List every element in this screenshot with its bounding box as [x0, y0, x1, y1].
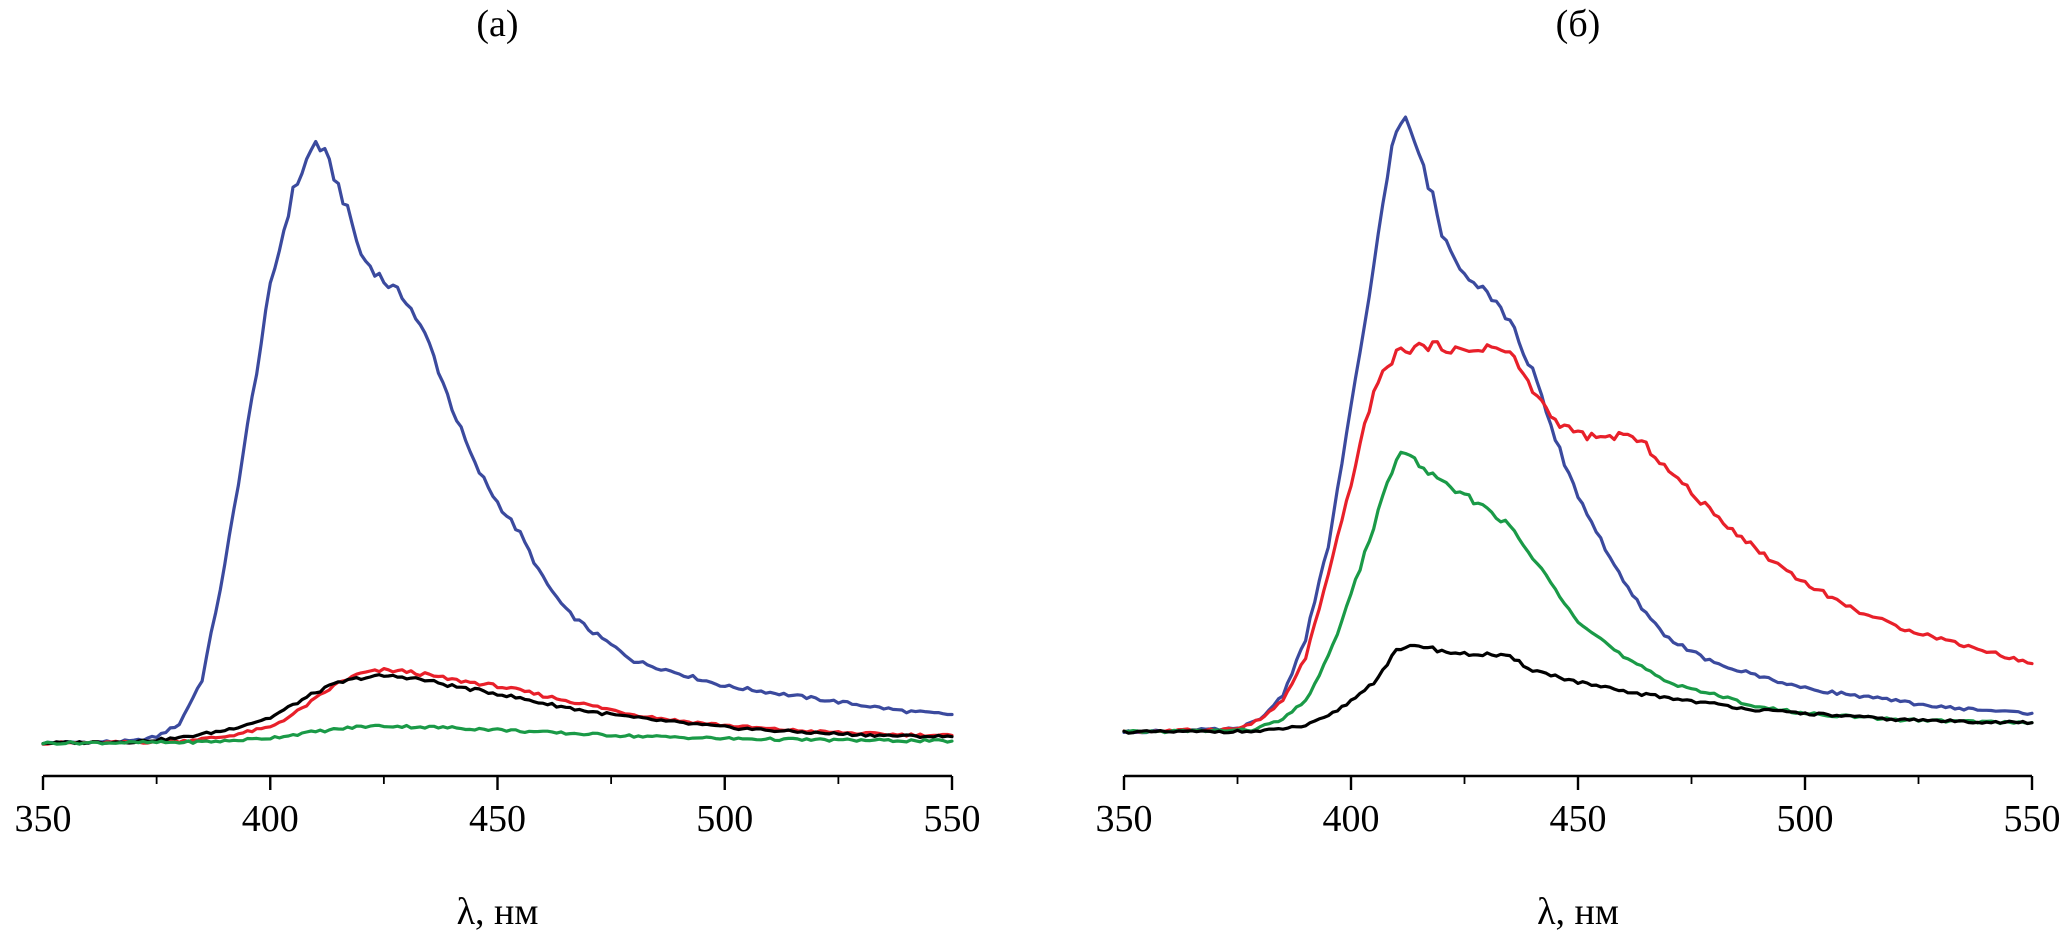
x-tick-label: 550 — [2004, 798, 2061, 840]
x-tick-label: 350 — [1096, 798, 1153, 840]
panel-title: (б) — [1556, 3, 1601, 45]
panel-title: (а) — [476, 3, 518, 45]
series-line-3 — [41, 673, 954, 746]
x-tick-label: 350 — [15, 798, 72, 840]
x-tick-label: 400 — [1323, 798, 1380, 840]
series-line-2 — [1122, 340, 2034, 735]
x-tick-label: 500 — [1777, 798, 1834, 840]
series-line-1 — [41, 139, 954, 746]
x-tick-label: 450 — [1550, 798, 1607, 840]
x-tick-label: 500 — [696, 798, 753, 840]
panel-a: (а) 350 400 450 500 550 λ, нм — [15, 3, 981, 933]
series-line-4 — [41, 723, 954, 746]
x-axis-title: λ, нм — [1537, 891, 1619, 933]
x-tick-label: 400 — [242, 798, 299, 840]
x-axis-title: λ, нм — [457, 891, 539, 933]
series-line-1 — [1122, 115, 2034, 735]
x-tick-label: 550 — [924, 798, 981, 840]
panel-b: (б) 350 400 450 500 550 λ, нм — [1096, 3, 2061, 933]
x-tick-label: 450 — [469, 798, 526, 840]
series-line-4 — [1122, 643, 2034, 735]
